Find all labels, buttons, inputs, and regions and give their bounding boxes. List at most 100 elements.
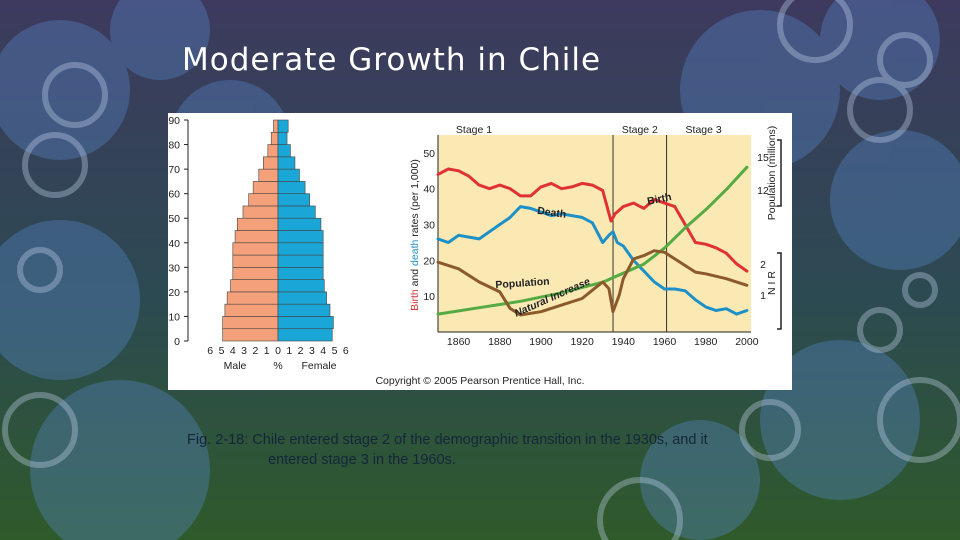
x-tick-label: 1880 — [488, 336, 512, 348]
pyramid-percent-tick: 2 — [252, 345, 258, 357]
pyramid-female-bar — [277, 217, 322, 231]
figure-caption: Fig. 2-18: Chile entered stage 2 of the … — [187, 430, 787, 470]
pyramid-percent-label: % — [273, 360, 282, 372]
pyramid-male-bar — [230, 279, 279, 293]
pyramid-percent-tick: 3 — [241, 345, 247, 357]
pyramid-percent-tick: 2 — [298, 345, 304, 357]
pyramid-male-bar — [234, 230, 279, 244]
pyramid-female-bar — [277, 303, 331, 317]
pyramid-percent-tick: 5 — [219, 345, 225, 357]
pyramid-female-bar — [277, 119, 289, 133]
pyramid-age-tick: 40 — [168, 238, 180, 250]
pyramid-percent-tick: 5 — [332, 345, 338, 357]
pyramid-male-label: Male — [224, 360, 247, 372]
pyramid-male-bar — [222, 328, 279, 342]
pyramid-female-bar — [277, 144, 291, 158]
pyramid-female-bar — [277, 193, 310, 207]
pyramid-male-bar — [263, 156, 279, 170]
x-tick-label: 2000 — [735, 336, 759, 348]
demographic-figure: 0 10 20 30 40 50 60 70 80 90 6 5 4 3 2 1 0 1 2 3 4 5 6 Male% Fem… — [168, 113, 792, 390]
pyramid-percent-tick: 3 — [309, 345, 315, 357]
population-axis-bracket — [777, 139, 782, 207]
pyramid-male-bar — [252, 181, 279, 194]
pyramid-percent-tick: 0 — [275, 345, 281, 357]
curve-label-population: Population — [495, 276, 550, 292]
nir-axis-tick: 2 — [760, 259, 766, 271]
pyramid-male-bar — [224, 303, 279, 317]
x-tick-label: 1900 — [529, 336, 553, 348]
pyramid-male-bar — [270, 131, 279, 145]
pyramid-female-label: Female — [301, 360, 336, 372]
series-line-death — [436, 205, 749, 316]
y-axis-title-part: rates (per 1,000) — [409, 159, 421, 240]
pyramid-male-bar — [267, 144, 279, 158]
caption-line-1: Fig. 2-18: Chile entered stage 2 of the … — [187, 432, 708, 448]
series-line-birth — [436, 167, 749, 273]
stage-label: Stage 1 — [456, 124, 492, 136]
y-tick-label: 10 — [423, 291, 435, 303]
y-axis-title-part: and — [409, 266, 421, 289]
y-tick-label: 50 — [423, 148, 435, 160]
pyramid-age-tick: 10 — [168, 311, 180, 323]
nir-axis-title: N I R — [766, 271, 778, 295]
pyramid-male-bar — [222, 316, 279, 330]
pyramid-female-bar — [277, 242, 324, 256]
pyramid-male-bar — [273, 119, 279, 133]
pyramid-female-bar — [277, 230, 324, 244]
pyramid-female-bar — [277, 168, 300, 182]
pyramid-female-bar — [277, 205, 316, 219]
pyramid-female-bar — [277, 181, 306, 194]
y-axis-title: Birth and death rates (per 1,000) — [409, 159, 421, 311]
pyramid-percent-tick: 1 — [286, 345, 292, 357]
y-tick-label: 20 — [423, 255, 435, 267]
caption-line-2: entered stage 3 in the 1960s. — [268, 452, 456, 468]
pyramid-male-bar — [258, 168, 279, 182]
pyramid-percent-tick: 1 — [264, 345, 270, 357]
copyright-text: Copyright © 2005 Pearson Prentice Hall, … — [375, 375, 584, 387]
chart-stage-background — [438, 135, 751, 332]
pyramid-age-tick: 70 — [168, 164, 180, 176]
pyramid-female-bar — [277, 328, 333, 342]
nir-axis-tick: 1 — [760, 290, 766, 302]
pyramid-male-bar — [226, 291, 279, 305]
population-axis-title: Population (millions) — [766, 126, 778, 221]
pyramid-female-bar — [277, 156, 296, 170]
slide-title: Moderate Growth in Chile — [182, 42, 602, 78]
pyramid-male-bar — [232, 267, 279, 280]
pyramid-female-bar — [277, 254, 324, 268]
curve-label-birth: Birth — [646, 191, 672, 208]
pyramid-male-bar — [237, 217, 279, 231]
pyramid-female-bar — [277, 291, 327, 305]
pyramid-percent-tick: 4 — [320, 345, 326, 357]
pyramid-male-bar — [248, 193, 279, 207]
x-tick-label: 1980 — [694, 336, 718, 348]
y-tick-label: 40 — [423, 184, 435, 196]
pyramid-age-tick: 20 — [168, 287, 180, 299]
pyramid-age-tick: 30 — [168, 262, 180, 274]
population-axis-tick: 12 — [757, 185, 769, 197]
x-tick-label: 1920 — [570, 336, 594, 348]
pyramid-age-tick: 60 — [168, 189, 180, 201]
pyramid-male-bar — [232, 242, 279, 256]
x-tick-label: 1940 — [612, 336, 636, 348]
y-axis-title-part: death — [409, 240, 421, 266]
curve-label-death: Death — [536, 205, 567, 221]
pyramid-age-tick: 50 — [168, 213, 180, 225]
x-tick-label: 1960 — [653, 336, 677, 348]
nir-axis-bracket — [777, 252, 782, 330]
population-axis-tick: 15 — [757, 152, 769, 164]
pyramid-percent-tick: 6 — [207, 345, 213, 357]
pyramid-male-bar — [232, 254, 279, 268]
series-line-natural-increase — [436, 249, 749, 317]
stage-label: Stage 2 — [622, 124, 658, 136]
pyramid-age-tick: 90 — [168, 115, 180, 127]
pyramid-age-tick: 0 — [174, 336, 180, 348]
pyramid-female-bar — [277, 267, 324, 280]
y-tick-label: 30 — [423, 220, 435, 232]
pyramid-female-bar — [277, 279, 325, 293]
pyramid-age-tick: 80 — [168, 140, 180, 152]
pyramid-male-bar — [242, 205, 279, 219]
